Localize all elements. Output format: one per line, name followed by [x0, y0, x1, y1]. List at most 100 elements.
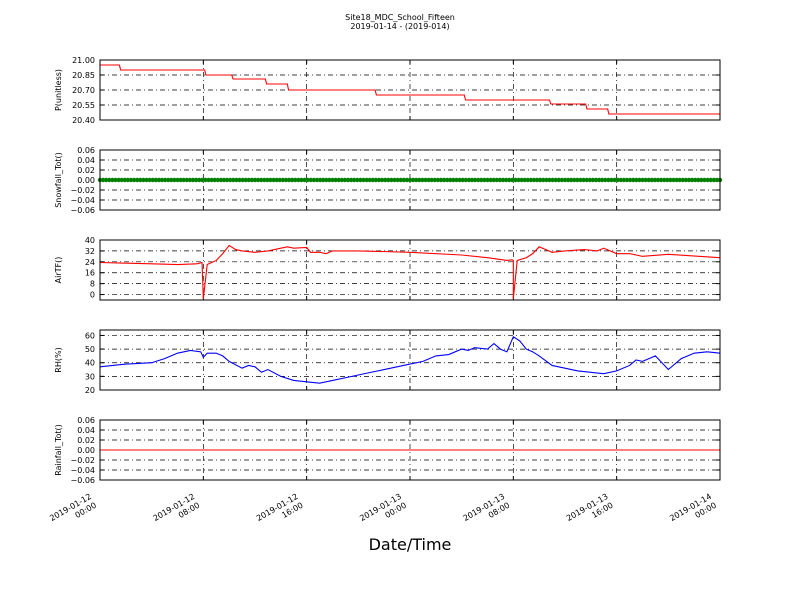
data-point	[513, 177, 518, 183]
x-tick-label: 2019-01-1316:00	[565, 492, 615, 532]
data-point	[277, 177, 282, 183]
data-point	[352, 177, 357, 183]
data-point	[612, 177, 617, 183]
y-tick-label: 20	[85, 386, 95, 395]
x-tick-label: 2019-01-1216:00	[255, 492, 305, 532]
data-point	[355, 177, 360, 183]
data-point	[451, 177, 456, 183]
data-point	[249, 177, 255, 183]
data-point	[327, 177, 332, 183]
data-point	[655, 177, 661, 183]
y-tick-label: 8	[90, 280, 95, 289]
data-point	[364, 177, 369, 183]
series-line	[99, 244, 721, 299]
data-point	[457, 177, 462, 183]
y-tick-label: 0.02	[77, 436, 95, 445]
y-tick-label: 20.85	[72, 71, 95, 80]
y-tick-label: 30	[85, 372, 95, 381]
data-point	[308, 177, 313, 183]
y-tick-label: 60	[85, 331, 95, 340]
data-point	[268, 177, 273, 183]
data-point	[689, 177, 695, 183]
data-point	[141, 177, 146, 183]
data-point	[231, 177, 236, 183]
panel-1: 20.40 20.55 20.70 20.85 21.00 P(unitless)	[54, 56, 721, 125]
data-point	[243, 177, 248, 183]
data-point	[699, 177, 704, 183]
data-point	[271, 177, 276, 183]
data-point	[485, 177, 490, 183]
data-point	[637, 177, 642, 183]
data-point	[624, 177, 630, 183]
data-point	[519, 177, 524, 183]
data-point	[262, 177, 267, 183]
data-point	[255, 177, 261, 183]
axes-frame	[99, 59, 721, 121]
x-axis-label: Date/Time	[369, 535, 452, 554]
data-point	[525, 177, 530, 183]
data-point	[479, 177, 484, 183]
y-tick-label: 0.00	[77, 176, 95, 185]
data-point	[166, 177, 171, 183]
data-point	[373, 177, 379, 183]
series-line	[100, 64, 720, 115]
data-point	[414, 177, 419, 183]
y-tick-label: 0.06	[77, 416, 95, 425]
y-tick-label: 0.02	[77, 166, 95, 175]
data-point	[370, 177, 375, 183]
data-point	[674, 177, 679, 183]
data-point	[649, 177, 654, 183]
y-tick-label: 40	[85, 236, 95, 245]
y-tick-label: 21.00	[72, 56, 95, 65]
chart-subtitle: 2019-01-14 - (2019-014)	[350, 22, 449, 31]
data-point	[565, 177, 571, 183]
data-point	[507, 177, 512, 183]
data-point	[283, 177, 289, 183]
panel-4: 20 30 40 50 60 RH(%)	[54, 329, 721, 395]
y-axis-label: P(unitless)	[54, 69, 63, 111]
data-point	[187, 177, 193, 183]
data-point	[606, 177, 611, 183]
data-point	[578, 177, 583, 183]
data-point	[203, 177, 208, 183]
data-point	[547, 177, 552, 183]
data-point	[494, 177, 499, 183]
data-point	[562, 177, 568, 183]
data-point	[448, 177, 453, 183]
data-point	[119, 177, 124, 183]
axes-frame	[99, 419, 721, 481]
chart-title: Site18_MDC_School_Fifteen	[345, 13, 455, 22]
panel-2: −0.06−0.04−0.020.000.020.040.06 Snowfall_…	[54, 146, 723, 215]
data-point	[600, 177, 605, 183]
series-line	[99, 336, 721, 384]
data-point	[330, 177, 335, 183]
data-point	[178, 177, 183, 183]
data-point	[150, 177, 155, 183]
data-point	[553, 177, 558, 183]
data-point	[544, 177, 549, 183]
data-point	[342, 177, 348, 183]
data-point	[572, 177, 577, 183]
data-point	[302, 177, 307, 183]
data-point	[584, 177, 589, 183]
data-point	[705, 177, 710, 183]
data-point	[206, 177, 211, 183]
data-point	[392, 177, 397, 183]
data-point	[367, 177, 372, 183]
data-point	[643, 177, 648, 183]
data-point	[476, 177, 481, 183]
y-tick-label: 20.55	[72, 101, 95, 110]
data-point	[401, 177, 406, 183]
y-tick-label: 0.04	[77, 426, 95, 435]
data-point	[693, 177, 698, 183]
data-point	[181, 177, 186, 183]
data-point	[212, 177, 217, 183]
data-point	[345, 177, 351, 183]
data-point	[296, 177, 301, 183]
data-point	[569, 177, 574, 183]
data-point	[135, 177, 140, 183]
x-tick-label: 2019-01-1400:00	[668, 492, 718, 532]
data-point	[634, 177, 639, 183]
y-tick-label: −0.04	[70, 196, 95, 205]
